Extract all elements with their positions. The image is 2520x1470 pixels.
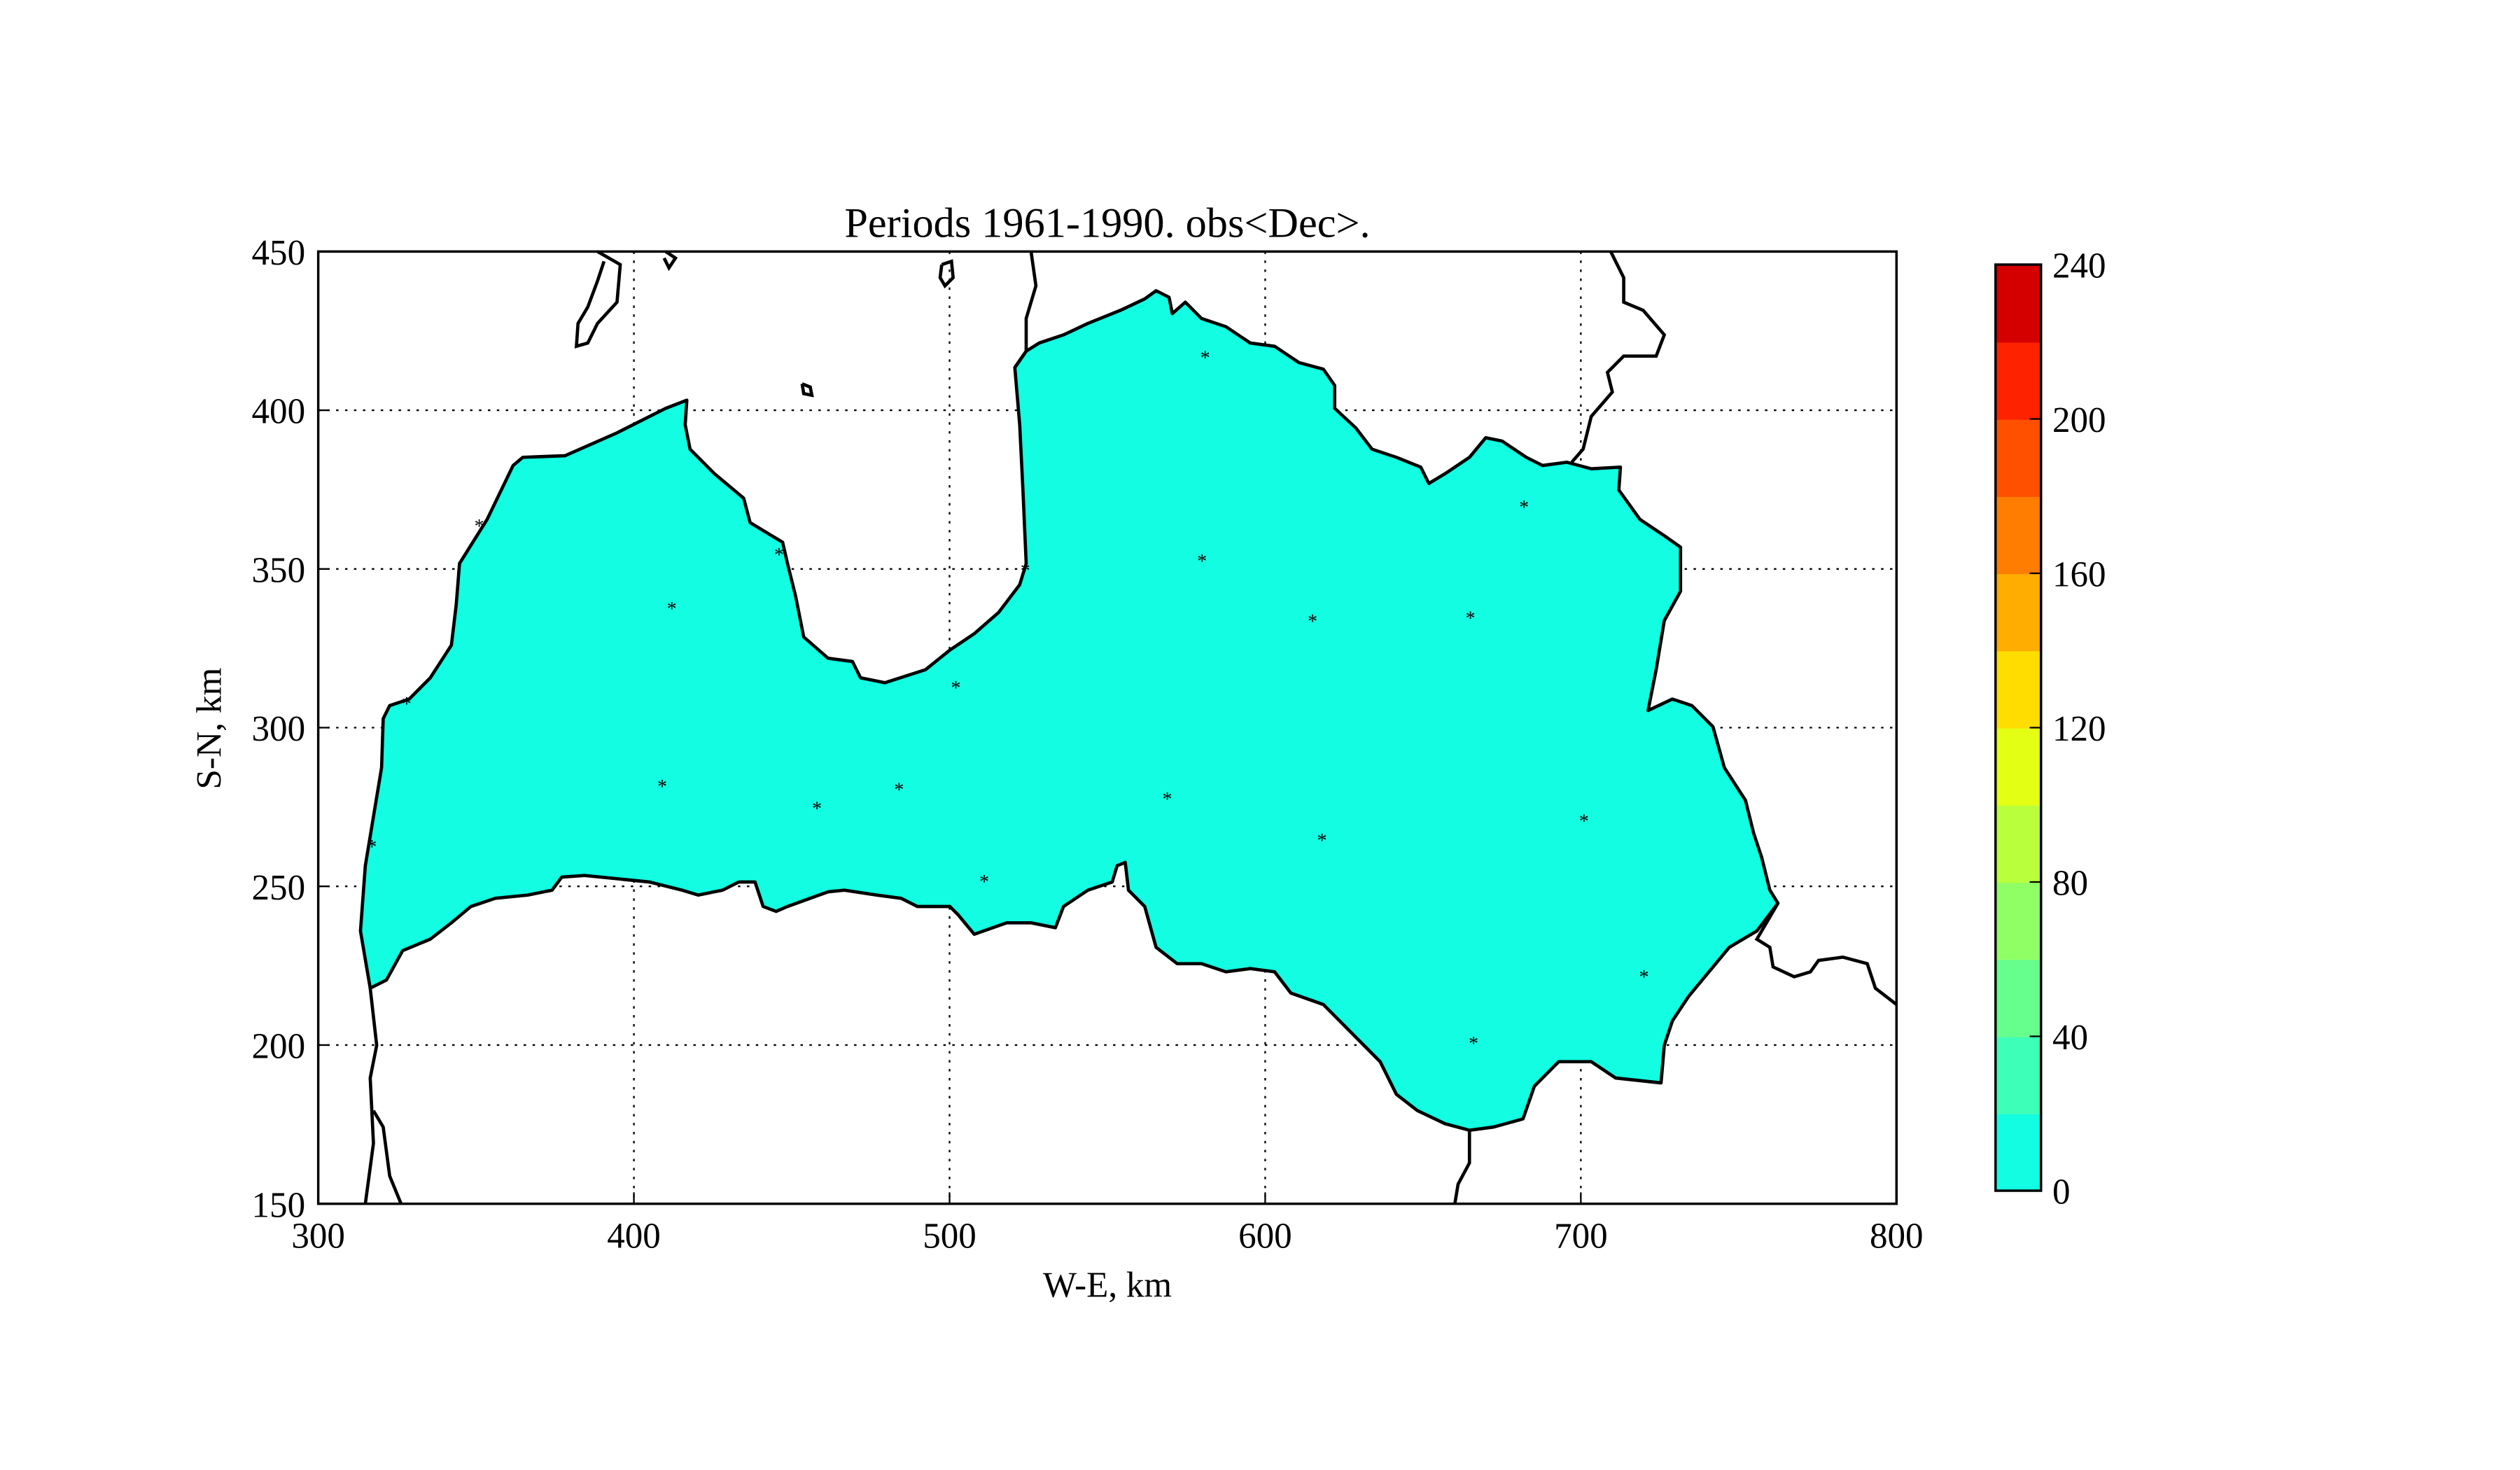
x-axis-label: W-E, km [1043, 1266, 1172, 1306]
station-marker: * [1469, 1033, 1478, 1055]
station-marker: * [1317, 830, 1327, 852]
y-tick-label: 350 [252, 550, 306, 590]
station-marker: * [1466, 608, 1476, 629]
coastline [372, 1110, 403, 1205]
coastline [1754, 902, 1898, 1006]
colorbar-segment [1995, 419, 2041, 497]
colorbar-segment [1995, 882, 2041, 960]
x-tick-label: 800 [1870, 1217, 1924, 1256]
colorbar-tick-label: 160 [2052, 555, 2106, 595]
coastline [574, 250, 622, 349]
station-marker: * [1308, 611, 1317, 633]
y-tick-label: 250 [252, 868, 306, 908]
colorbar-segment [1995, 265, 2041, 343]
colorbar-tick-label: 0 [2052, 1172, 2071, 1212]
coastline [1570, 251, 1667, 463]
y-axis: 150 200 250 300 350 400 450 [252, 233, 330, 1225]
x-tick-label: 700 [1554, 1217, 1608, 1256]
colorbar-tick-label: 240 [2052, 246, 2106, 286]
colorbar-tick-label: 200 [2052, 400, 2106, 440]
colorbar-tick-label: 120 [2052, 709, 2106, 749]
y-tick-label: 400 [252, 392, 306, 432]
station-marker: * [1200, 348, 1210, 370]
colorbar-segment [1995, 573, 2041, 652]
x-tick-label: 400 [607, 1217, 661, 1256]
station-marker: * [1021, 560, 1030, 582]
station-marker: * [951, 678, 961, 699]
y-tick-label: 150 [252, 1185, 306, 1225]
x-tick-label: 500 [923, 1217, 976, 1256]
colorbar: 0 40 80 120 160 200 240 [1994, 246, 2106, 1212]
colorbar-segment [1995, 650, 2041, 729]
colorbar-segment [1995, 727, 2041, 806]
station-marker: * [1639, 967, 1649, 988]
station-marker: * [1579, 811, 1589, 833]
station-marker: * [367, 836, 377, 858]
station-marker: * [774, 545, 784, 566]
colorbar-segment [1995, 1113, 2041, 1192]
chart-title: Periods 1961-1990. obs<Dec>. [844, 200, 1370, 246]
coastline [1013, 251, 1038, 369]
station-marker: * [894, 779, 904, 801]
x-tick-label: 600 [1238, 1217, 1292, 1256]
station-marker: * [1163, 789, 1172, 811]
y-axis-label: S-N, km [190, 668, 230, 790]
coastline [1453, 1130, 1471, 1205]
station-marker: * [475, 516, 484, 538]
x-tick-label: 300 [291, 1217, 345, 1256]
station-marker: * [979, 872, 989, 893]
station-marker: * [402, 694, 412, 715]
station-marker: * [667, 598, 677, 620]
y-tick-label: 450 [252, 233, 306, 273]
y-tick-label: 200 [252, 1026, 306, 1066]
station-marker: * [1197, 551, 1207, 573]
y-tick-label: 300 [252, 709, 306, 749]
coastline [662, 250, 678, 272]
colorbar-segment [1995, 496, 2041, 575]
colorbar-tick-label: 80 [2052, 864, 2088, 904]
x-axis: 300 400 500 600 700 800 [291, 1192, 1924, 1256]
station-marker: * [812, 798, 822, 820]
latvia-region [358, 289, 1780, 1132]
colorbar-segment [1995, 1036, 2041, 1114]
colorbar-segment [1995, 342, 2041, 420]
stations: * * * * * * * * * * * * * * * * * * * * * [367, 348, 1648, 1056]
station-marker: * [1519, 497, 1529, 519]
map-region [358, 250, 1898, 1205]
coastline [938, 259, 955, 289]
station-marker: * [657, 776, 667, 798]
colorbar-segment [1995, 959, 2041, 1037]
colorbar-tick-label: 40 [2052, 1018, 2088, 1058]
coastline [363, 988, 379, 1204]
colorbar-segment [1995, 804, 2041, 883]
coastline [800, 382, 814, 398]
